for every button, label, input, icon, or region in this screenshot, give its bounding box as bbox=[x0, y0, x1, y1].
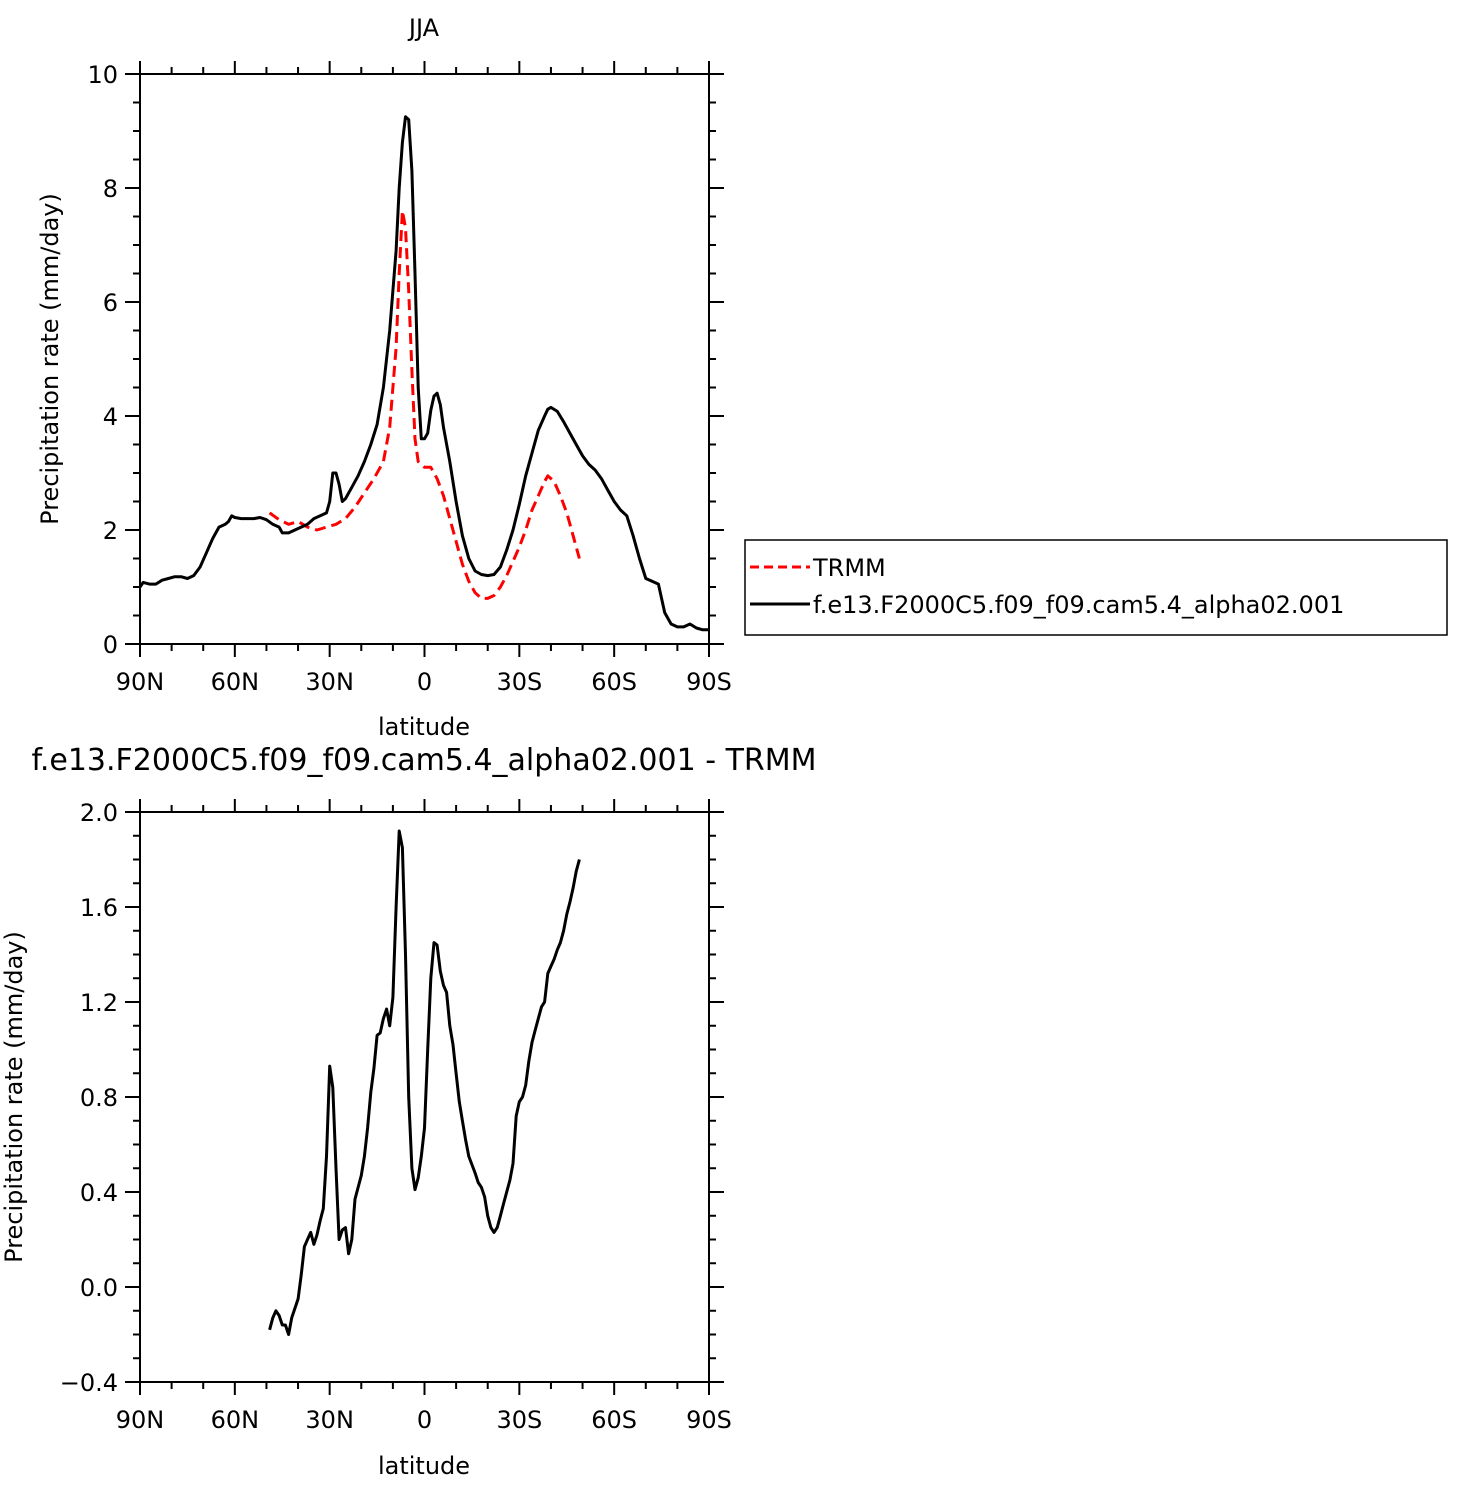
x-tick-label: 30S bbox=[496, 668, 542, 696]
y-tick-label: −0.4 bbox=[60, 1369, 118, 1397]
x-tick-label: 30N bbox=[305, 668, 354, 696]
legend: TRMM f.e13.F2000C5.f09_f09.cam5.4_alpha0… bbox=[744, 539, 1448, 636]
top-panel-y-axis-label: Precipitation rate (mm/day) bbox=[36, 193, 64, 525]
y-tick-label: 2.0 bbox=[80, 799, 118, 827]
y-tick-label: 8 bbox=[103, 175, 118, 203]
x-tick-label: 90S bbox=[686, 668, 732, 696]
x-tick-label: 30S bbox=[496, 1406, 542, 1434]
series-line-0 bbox=[268, 829, 581, 1336]
y-tick-label: 0 bbox=[103, 631, 118, 659]
x-tick-label: 90S bbox=[686, 1406, 732, 1434]
y-tick-label: 1.2 bbox=[80, 989, 118, 1017]
y-tick-label: 0.0 bbox=[80, 1274, 118, 1302]
bottom-panel-x-axis-label: latitude bbox=[378, 1452, 470, 1480]
x-tick-label: 60S bbox=[591, 1406, 637, 1434]
legend-label-model: f.e13.F2000C5.f09_f09.cam5.4_alpha02.001 bbox=[813, 591, 1344, 619]
y-tick-label: 0.8 bbox=[80, 1084, 118, 1112]
y-tick-label: 1.6 bbox=[80, 894, 118, 922]
series-line-1 bbox=[138, 115, 709, 632]
plot-frame bbox=[139, 73, 710, 645]
legend-box bbox=[744, 539, 1448, 636]
series-line-0 bbox=[268, 209, 581, 600]
top-panel-title: JJA bbox=[407, 14, 440, 42]
top-panel: JJA Precipitation rate (mm/day) latitude… bbox=[36, 14, 732, 741]
y-tick-label: 10 bbox=[87, 61, 118, 89]
x-tick-label: 60N bbox=[211, 1406, 260, 1434]
x-tick-label: 0 bbox=[417, 1406, 432, 1434]
x-tick-label: 60S bbox=[591, 668, 637, 696]
y-tick-label: 6 bbox=[103, 289, 118, 317]
bottom-panel: f.e13.F2000C5.f09_f09.cam5.4_alpha02.001… bbox=[0, 743, 817, 1480]
x-tick-label: 60N bbox=[211, 668, 260, 696]
x-tick-label: 0 bbox=[417, 668, 432, 696]
top-panel-x-axis-label: latitude bbox=[378, 713, 470, 741]
y-tick-label: 4 bbox=[103, 403, 118, 431]
x-tick-label: 90N bbox=[116, 668, 165, 696]
x-tick-label: 90N bbox=[116, 1406, 165, 1434]
y-tick-label: 2 bbox=[103, 517, 118, 545]
y-tick-label: 0.4 bbox=[80, 1179, 118, 1207]
legend-label-trmm: TRMM bbox=[812, 554, 886, 582]
x-tick-label: 30N bbox=[305, 1406, 354, 1434]
bottom-panel-title: f.e13.F2000C5.f09_f09.cam5.4_alpha02.001… bbox=[31, 743, 816, 778]
bottom-panel-y-axis-label: Precipitation rate (mm/day) bbox=[0, 931, 28, 1263]
